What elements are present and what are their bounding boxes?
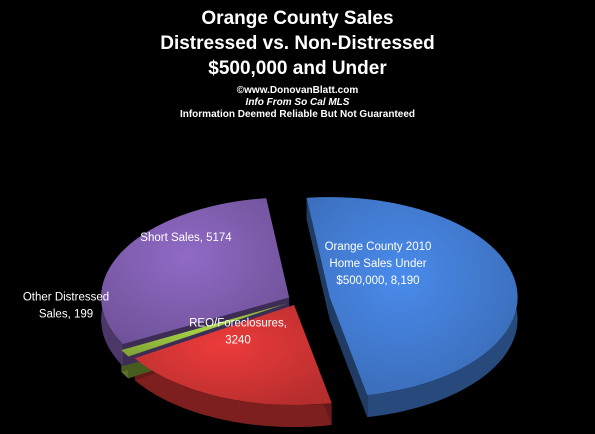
pie-slice-label-2: REO/Foreclosures, 3240 [189, 318, 287, 347]
chart-title-line-3: $500,000 and Under [208, 58, 387, 79]
chart-header: Orange County Sales Distressed vs. Non-D… [0, 6, 595, 121]
pie-slice-label-3: Other Distressed Sales, 199 [23, 292, 109, 321]
pie-slice-3 [121, 303, 288, 357]
pie-slice-label-4: Short Sales, 5174 [140, 232, 232, 244]
chart-title-line-1: Orange County Sales [201, 8, 394, 29]
chart-subtitle-disclaimer: Information Deemed Reliable But Not Guar… [179, 109, 416, 120]
chart-subtitle-source: Info From So Cal MLS [245, 97, 350, 108]
chart-subtitle-website: ©www.DonovanBlatt.com [236, 85, 359, 96]
pie-slice-1 [306, 197, 518, 396]
pie-slice-4 [101, 198, 290, 345]
pie-slice-label-1: Orange County 2010 Home Sales Under $500,0… [325, 241, 432, 287]
chart-title-line-2: Distressed vs. Non-Distressed [160, 33, 435, 54]
pie-slice-2 [134, 305, 332, 406]
